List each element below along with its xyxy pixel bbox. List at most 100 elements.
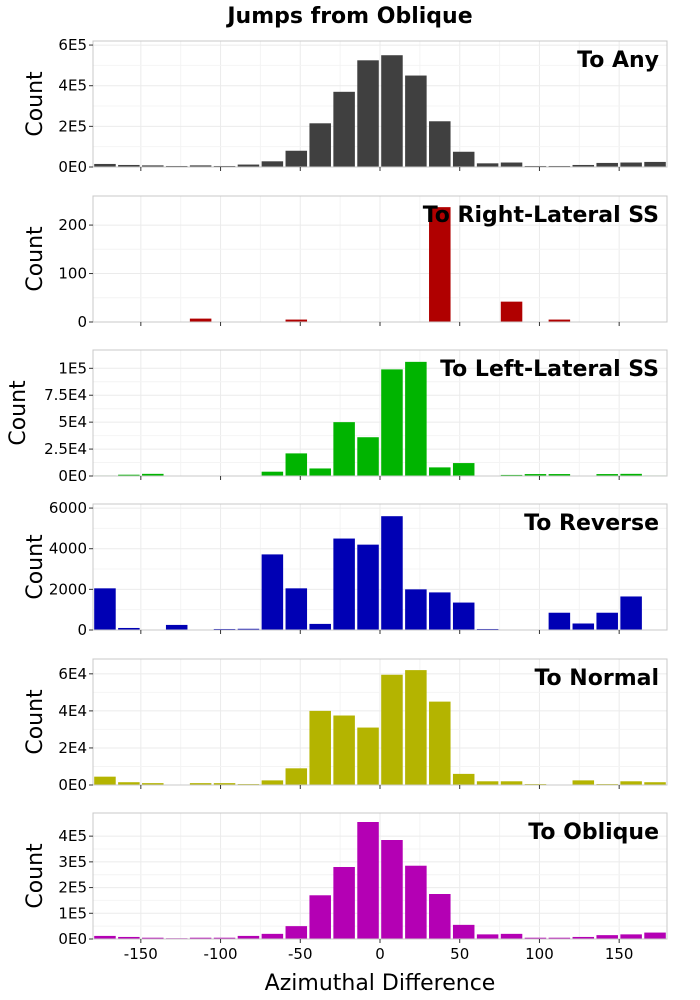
y-tick-label: 0: [77, 621, 87, 639]
bar: [620, 473, 642, 476]
bar: [524, 165, 547, 167]
bar: [333, 715, 355, 785]
x-tick-label: -50: [288, 945, 313, 963]
y-axis-label: Count: [23, 689, 48, 755]
bar: [405, 865, 427, 939]
y-tick-label: 0E0: [58, 158, 87, 176]
panel-title: To Any: [577, 48, 659, 73]
y-tick-label: 5E4: [58, 413, 87, 431]
bar: [381, 55, 403, 167]
bar: [285, 319, 308, 322]
bar: [524, 937, 547, 939]
bar: [142, 937, 164, 939]
bar: [261, 780, 284, 785]
y-tick-label: 4000: [49, 540, 87, 558]
bar: [381, 840, 403, 939]
bar: [381, 516, 403, 630]
bar: [429, 207, 451, 322]
bar: [237, 935, 260, 939]
bar: [261, 471, 284, 476]
y-tick-label: 200: [58, 216, 87, 234]
bar: [261, 554, 284, 630]
bar: [165, 165, 188, 167]
bar: [189, 783, 212, 785]
bar: [309, 123, 331, 167]
bar: [333, 538, 355, 630]
bar: [357, 727, 379, 785]
y-tick-label: 2E5: [58, 879, 87, 897]
bar: [189, 318, 212, 322]
bar: [165, 624, 188, 630]
panel-4: 0E0 2E4 4E4 6E4 Count To Normal: [23, 658, 668, 794]
bar: [405, 361, 427, 476]
y-tick-label: 0E0: [58, 776, 87, 794]
y-tick-label: 7.5E4: [44, 386, 87, 404]
bar: [261, 161, 284, 167]
panel-title: To Normal: [534, 666, 659, 691]
x-tick-label: 150: [605, 945, 634, 963]
bar: [333, 422, 355, 476]
bar: [429, 701, 451, 785]
bar: [94, 163, 116, 167]
bar: [572, 623, 595, 630]
bar: [548, 937, 571, 939]
panel-title: To Right-Lateral SS: [423, 203, 659, 228]
figure-title: Jumps from Oblique: [225, 4, 472, 29]
bar: [309, 623, 331, 630]
bar: [213, 937, 236, 939]
bar: [429, 592, 451, 630]
bar: [548, 319, 571, 322]
y-tick-label: 6000: [49, 499, 87, 517]
y-tick-label: 4E4: [58, 702, 87, 720]
bar: [429, 894, 451, 939]
bar: [118, 474, 140, 476]
y-axis-label: Count: [6, 380, 31, 446]
bar: [357, 60, 379, 167]
bar: [405, 75, 427, 167]
bar: [213, 628, 236, 630]
bar: [476, 628, 499, 630]
y-axis-label: Count: [23, 226, 48, 292]
bar: [620, 781, 642, 785]
panels-group: 0E0 2E5 4E5 6E5 Count To Any 0 100 200 Count To Ri…: [6, 36, 668, 963]
bar: [500, 301, 523, 322]
bar: [596, 162, 618, 167]
bar: [142, 473, 164, 476]
bar: [620, 596, 642, 630]
bar: [500, 162, 523, 167]
bar: [572, 936, 595, 939]
bar: [405, 589, 427, 630]
bar: [309, 710, 331, 785]
bar: [285, 768, 308, 785]
bar: [548, 474, 571, 476]
bar: [620, 162, 642, 167]
bar: [213, 783, 236, 785]
bar: [452, 151, 475, 167]
y-axis-label: Count: [23, 71, 48, 137]
bar: [333, 867, 355, 939]
y-axis-label: Count: [23, 534, 48, 600]
panel-5: 0E0 1E5 2E5 3E5 4E5 Count To Oblique: [23, 812, 668, 948]
y-tick-label: 0E0: [58, 930, 87, 948]
bar: [405, 670, 427, 785]
bar: [237, 164, 260, 167]
x-tick-label: 100: [525, 945, 554, 963]
bar: [500, 933, 523, 939]
panel-title: To Reverse: [524, 511, 659, 536]
bar: [285, 588, 308, 630]
bar: [94, 776, 116, 785]
bar: [189, 165, 212, 167]
bar: [452, 924, 475, 939]
bar: [213, 165, 236, 167]
bar: [118, 782, 140, 785]
bar: [429, 467, 451, 476]
bar: [261, 933, 284, 939]
panel-1: 0 100 200 Count To Right-Lateral SS: [23, 195, 668, 331]
bar: [285, 926, 308, 939]
bar: [309, 895, 331, 939]
bar: [357, 822, 379, 939]
panel-2: 0E0 2.5E4 5E4 7.5E4 1E5 Count To Left-Lateral …: [6, 349, 668, 485]
bar: [572, 780, 595, 785]
panel-title: To Oblique: [528, 820, 659, 845]
